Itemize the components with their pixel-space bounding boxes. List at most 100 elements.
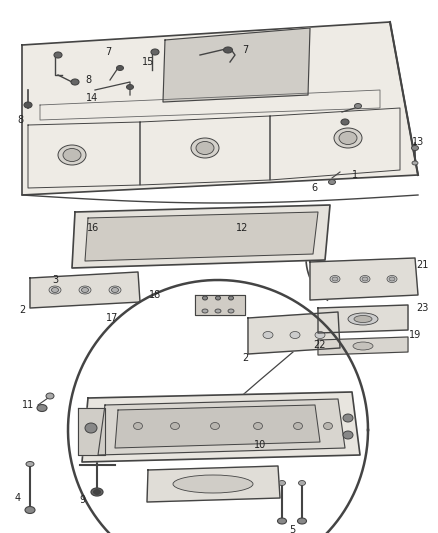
Text: 19: 19 bbox=[409, 330, 421, 340]
Polygon shape bbox=[147, 466, 280, 502]
Ellipse shape bbox=[328, 180, 336, 184]
Ellipse shape bbox=[58, 145, 86, 165]
Text: 6: 6 bbox=[311, 183, 317, 193]
Ellipse shape bbox=[354, 316, 372, 322]
Ellipse shape bbox=[109, 286, 121, 294]
Text: 5: 5 bbox=[289, 525, 295, 533]
Ellipse shape bbox=[290, 332, 300, 338]
Ellipse shape bbox=[354, 103, 361, 109]
Ellipse shape bbox=[211, 423, 219, 430]
Ellipse shape bbox=[49, 286, 61, 294]
Ellipse shape bbox=[25, 506, 35, 513]
Ellipse shape bbox=[412, 161, 418, 165]
Polygon shape bbox=[98, 399, 345, 455]
Polygon shape bbox=[318, 337, 408, 355]
Text: 16: 16 bbox=[87, 223, 99, 233]
Ellipse shape bbox=[26, 462, 34, 466]
Ellipse shape bbox=[223, 47, 233, 53]
Ellipse shape bbox=[334, 128, 362, 148]
Polygon shape bbox=[30, 272, 140, 308]
Ellipse shape bbox=[202, 296, 208, 300]
Ellipse shape bbox=[196, 141, 214, 155]
Text: 7: 7 bbox=[242, 45, 248, 55]
Text: 22: 22 bbox=[314, 340, 326, 350]
Text: 23: 23 bbox=[416, 303, 428, 313]
Ellipse shape bbox=[353, 342, 373, 350]
Ellipse shape bbox=[63, 149, 81, 161]
Ellipse shape bbox=[134, 423, 142, 430]
Ellipse shape bbox=[127, 85, 134, 90]
Ellipse shape bbox=[202, 309, 208, 313]
Text: 4: 4 bbox=[15, 493, 21, 503]
Ellipse shape bbox=[71, 79, 79, 85]
Text: 8: 8 bbox=[17, 115, 23, 125]
Ellipse shape bbox=[79, 286, 91, 294]
Polygon shape bbox=[82, 392, 360, 462]
Polygon shape bbox=[248, 312, 340, 354]
Polygon shape bbox=[310, 258, 418, 300]
Ellipse shape bbox=[170, 423, 180, 430]
Ellipse shape bbox=[81, 287, 88, 293]
Text: 7: 7 bbox=[105, 47, 111, 57]
Polygon shape bbox=[163, 28, 310, 102]
Text: 3: 3 bbox=[52, 275, 58, 285]
Ellipse shape bbox=[293, 423, 303, 430]
Text: 11: 11 bbox=[22, 400, 34, 410]
Ellipse shape bbox=[343, 414, 353, 422]
Ellipse shape bbox=[112, 287, 119, 293]
Ellipse shape bbox=[229, 296, 233, 300]
Text: 2: 2 bbox=[19, 305, 25, 315]
Polygon shape bbox=[195, 295, 245, 315]
Ellipse shape bbox=[46, 393, 54, 399]
Ellipse shape bbox=[343, 431, 353, 439]
Polygon shape bbox=[85, 212, 318, 261]
Ellipse shape bbox=[387, 276, 397, 282]
Ellipse shape bbox=[85, 423, 97, 433]
Text: 13: 13 bbox=[412, 137, 424, 147]
Ellipse shape bbox=[191, 138, 219, 158]
Ellipse shape bbox=[332, 277, 338, 281]
Ellipse shape bbox=[24, 102, 32, 108]
Polygon shape bbox=[22, 22, 418, 195]
Polygon shape bbox=[115, 405, 320, 448]
Ellipse shape bbox=[297, 518, 307, 524]
Ellipse shape bbox=[330, 276, 340, 282]
Ellipse shape bbox=[91, 488, 103, 496]
Text: 17: 17 bbox=[106, 313, 118, 323]
Ellipse shape bbox=[360, 276, 370, 282]
Text: 2: 2 bbox=[242, 353, 248, 363]
Ellipse shape bbox=[52, 287, 59, 293]
Ellipse shape bbox=[341, 119, 349, 125]
Text: 14: 14 bbox=[86, 93, 98, 103]
Ellipse shape bbox=[362, 277, 368, 281]
Text: 21: 21 bbox=[416, 260, 428, 270]
Ellipse shape bbox=[93, 489, 100, 495]
Polygon shape bbox=[318, 305, 408, 333]
Ellipse shape bbox=[228, 309, 234, 313]
Ellipse shape bbox=[411, 146, 418, 150]
Text: 18: 18 bbox=[149, 290, 161, 300]
Ellipse shape bbox=[348, 313, 378, 325]
Ellipse shape bbox=[278, 518, 286, 524]
Text: 8: 8 bbox=[85, 75, 91, 85]
Ellipse shape bbox=[54, 52, 62, 58]
Ellipse shape bbox=[324, 423, 332, 430]
Text: 10: 10 bbox=[254, 440, 266, 450]
Text: 15: 15 bbox=[142, 57, 154, 67]
Ellipse shape bbox=[215, 309, 221, 313]
Ellipse shape bbox=[263, 332, 273, 338]
Polygon shape bbox=[78, 408, 105, 455]
Text: 9: 9 bbox=[79, 495, 85, 505]
Ellipse shape bbox=[215, 296, 220, 300]
Text: 1: 1 bbox=[352, 170, 358, 180]
Ellipse shape bbox=[299, 481, 305, 486]
Ellipse shape bbox=[339, 132, 357, 144]
Ellipse shape bbox=[173, 475, 253, 493]
Ellipse shape bbox=[270, 445, 280, 451]
Ellipse shape bbox=[37, 405, 47, 411]
Ellipse shape bbox=[279, 481, 286, 486]
Ellipse shape bbox=[389, 277, 395, 281]
Ellipse shape bbox=[315, 332, 325, 338]
Ellipse shape bbox=[151, 49, 159, 55]
Ellipse shape bbox=[117, 66, 124, 70]
